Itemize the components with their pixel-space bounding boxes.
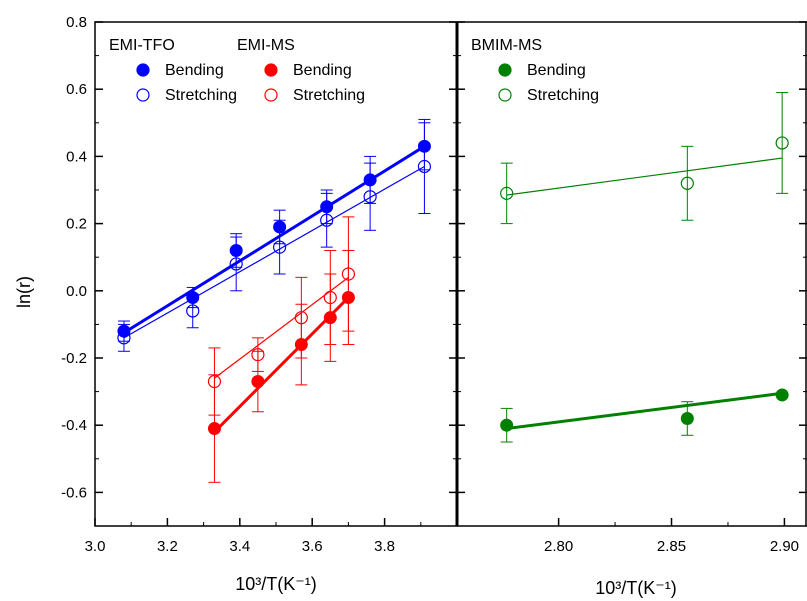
point-bmim-ms-stretching — [680, 176, 694, 190]
x-tick-label: 2.80 — [544, 538, 573, 555]
legend-entry-label: Bending — [293, 62, 352, 79]
y-tick-label: 0.2 — [66, 216, 87, 233]
fit-line-bmim-ms-bending — [506, 391, 783, 431]
legend-group-title: BMIM-MS — [471, 37, 542, 54]
point-bmim-ms-bending — [775, 388, 789, 402]
point-emi-tfo-stretching — [186, 304, 200, 318]
legend-group-title: EMI-MS — [237, 37, 295, 54]
legend-entry-label: Stretching — [165, 87, 237, 104]
point-emi-tfo-stretching — [273, 240, 287, 254]
x-tick-label: 3.6 — [302, 538, 323, 555]
x-tick-label: 3.0 — [85, 538, 106, 555]
x-tick-label: 3.4 — [229, 538, 250, 555]
y-tick-label: -0.2 — [61, 350, 87, 367]
legend-marker — [498, 63, 512, 77]
y-axis-label: ln(r) — [14, 276, 34, 308]
x-tick-label: 3.8 — [374, 538, 395, 555]
fit-line-emi-tfo-bending — [123, 145, 426, 335]
fit-line-bmim-ms-stretching — [506, 157, 783, 196]
legend-marker — [136, 63, 150, 77]
legend-group-title: EMI-TFO — [109, 37, 175, 54]
y-tick-label: 0.8 — [66, 14, 87, 31]
x-axis-label-right: 10³/T(K⁻¹) — [595, 578, 677, 598]
legend-marker — [498, 88, 512, 102]
point-emi-ms-bending — [251, 375, 265, 389]
point-emi-tfo-stretching — [417, 159, 432, 174]
point-bmim-ms-bending — [680, 411, 694, 425]
legend-marker — [136, 88, 150, 102]
point-emi-ms-stretching — [251, 348, 265, 362]
y-tick-label: -0.4 — [61, 417, 87, 434]
x-tick-label: 2.90 — [770, 538, 799, 555]
plot-frames — [94, 21, 807, 527]
right-panel: 2.80 2.85 2.90 BMIM-MS Bending Stretching — [457, 21, 807, 555]
point-emi-ms-stretching — [207, 374, 222, 389]
legend-marker — [264, 63, 278, 77]
legend-entry-label: Bending — [165, 62, 224, 79]
x-tick-label: 2.85 — [657, 538, 686, 555]
legend-entry-label: Stretching — [293, 87, 365, 104]
legend-marker — [264, 88, 278, 102]
point-emi-ms-stretching — [323, 290, 337, 305]
y-tick-label: 0.6 — [66, 81, 87, 98]
y-tick-label: 0.0 — [66, 283, 87, 300]
left-panel: -0.6 -0.4 -0.2 0.0 0.2 0.4 0.6 0.8 3.0 3.2 3.4 3.6 3… — [61, 14, 457, 555]
point-emi-tfo-stretching — [229, 257, 243, 271]
fit-line-emi-tfo-stretching — [123, 165, 425, 339]
point-emi-ms-stretching — [341, 267, 355, 281]
point-emi-tfo-stretching — [363, 190, 377, 204]
point-emi-tfo-stretching — [117, 331, 131, 345]
point-emi-ms-bending — [207, 422, 221, 436]
y-tick-label: -0.6 — [61, 484, 87, 501]
legend-entry-label: Bending — [527, 62, 586, 79]
point-bmim-ms-stretching — [500, 186, 514, 200]
point-bmim-ms-bending — [500, 418, 514, 432]
point-emi-tfo-stretching — [320, 213, 334, 227]
legend-entry-label: Stretching — [527, 87, 599, 104]
fit-line-emi-ms-stretching — [214, 276, 349, 379]
y-tick-label: 0.4 — [66, 148, 87, 165]
point-bmim-ms-stretching — [775, 136, 789, 150]
x-axis-label-left: 10³/T(K⁻¹) — [235, 574, 317, 594]
x-tick-label: 3.2 — [157, 538, 178, 555]
point-emi-ms-stretching — [294, 311, 308, 325]
